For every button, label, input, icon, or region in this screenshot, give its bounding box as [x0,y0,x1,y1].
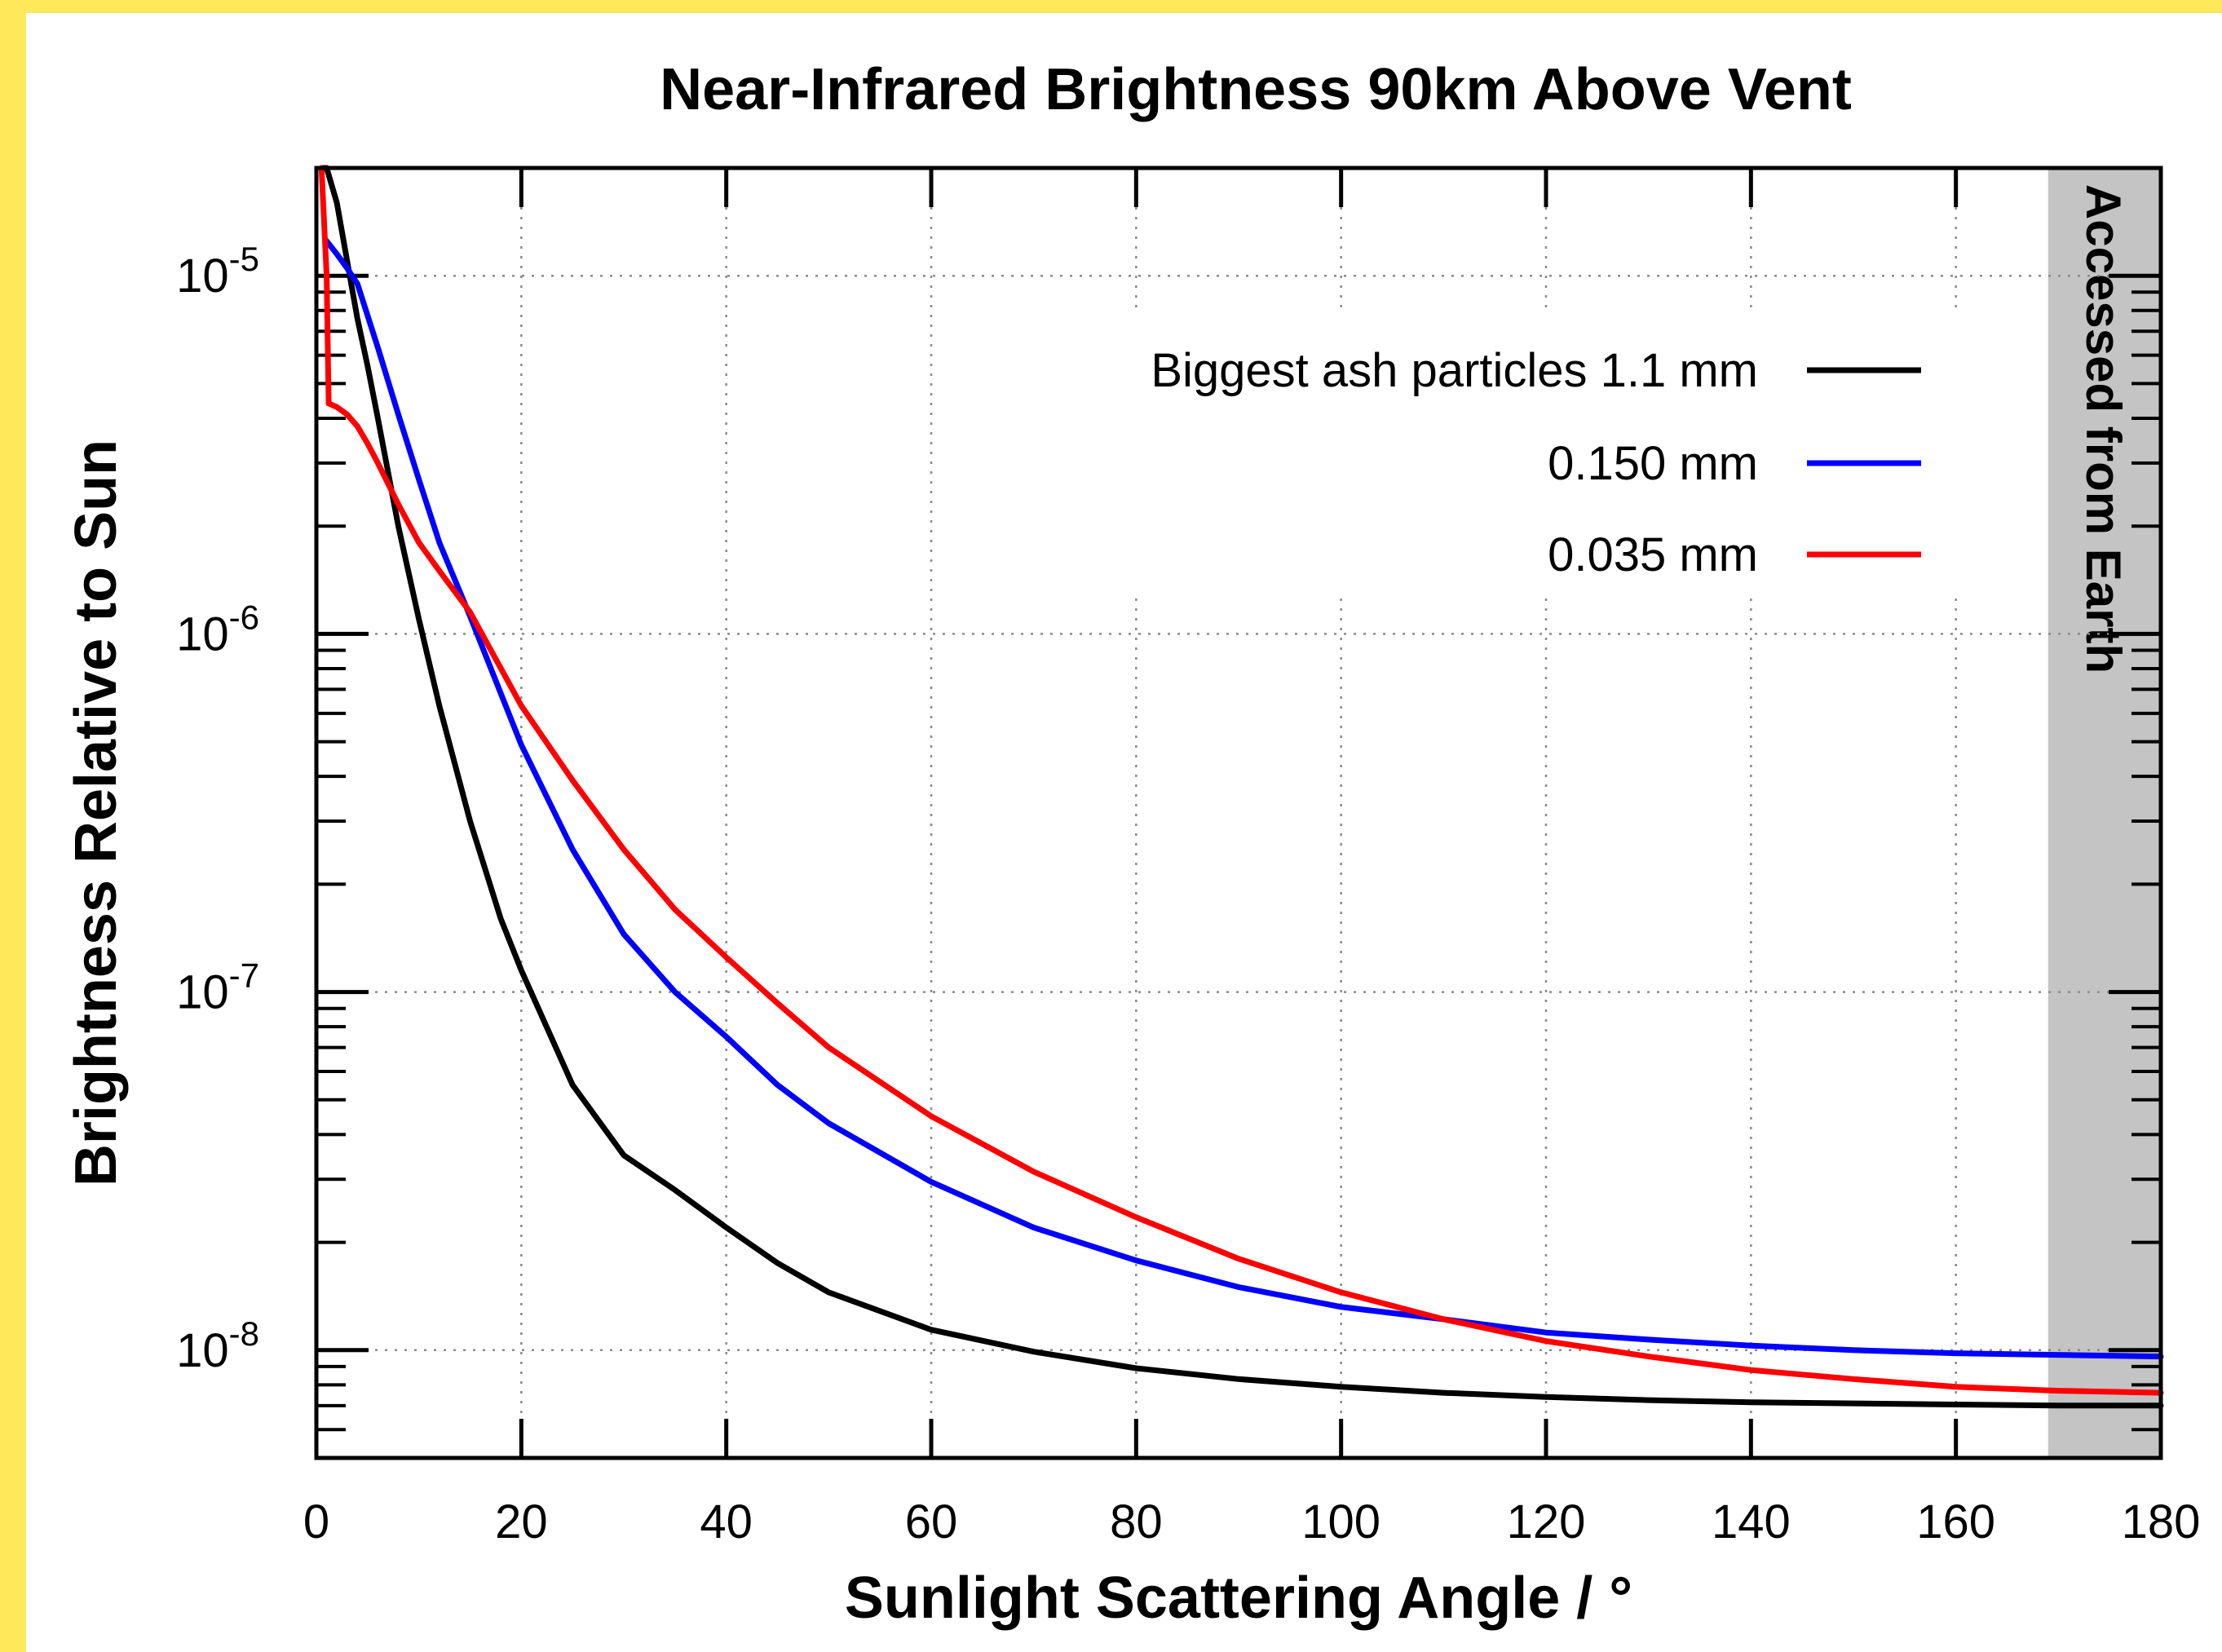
brightness-chart: Near-Infrared Brightness 90km Above Vent… [64,57,2201,1631]
y-tick-label: 10-5 [176,240,259,303]
series-line-0-035mm [318,165,2164,1396]
x-tick-label: 80 [1110,1495,1163,1548]
x-tick-label: 120 [1507,1495,1586,1548]
legend-label: Biggest ash particles 1.1 mm [1151,344,1758,397]
y-axis-label: Brightness Relative to Sun [64,440,129,1186]
chart-frame: Near-Infrared Brightness 90km Above Vent… [26,13,2222,1652]
y-tick-label: 10-8 [176,1314,259,1377]
legend-background [1062,315,1959,592]
shaded-region-label: Accessed from Earth [2076,184,2131,674]
x-tick-label: 0 [303,1495,329,1548]
x-tick-label: 160 [1916,1495,1995,1548]
series-line-0-150mm [324,238,2164,1360]
x-tick-label: 180 [2122,1495,2201,1548]
x-axis-label: Sunlight Scattering Angle / ° [845,1566,1632,1631]
x-tick-label: 140 [1712,1495,1791,1548]
x-tick-label: 40 [700,1495,753,1548]
y-tick-label: 10-7 [176,956,259,1019]
y-tick-label: 10-6 [176,598,259,660]
x-tick-label: 60 [905,1495,958,1548]
x-tick-label: 100 [1301,1495,1380,1548]
legend-label: 0.150 mm [1548,437,1758,490]
plot-area-border [314,166,2163,1460]
series-line-1-1mm [318,165,2164,1409]
x-tick-label: 20 [495,1495,548,1548]
legend-label: 0.035 mm [1548,528,1758,581]
chart-title: Near-Infrared Brightness 90km Above Vent [660,57,1852,122]
